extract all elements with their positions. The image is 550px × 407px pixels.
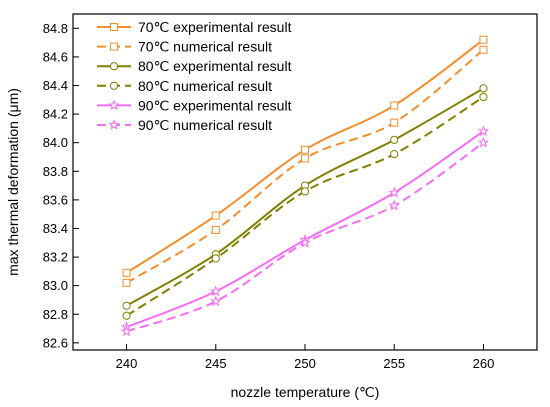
legend-swatch-marker (109, 62, 119, 71)
data-point (122, 268, 131, 277)
data-point (479, 84, 488, 93)
data-point (300, 187, 310, 196)
x-tick-label: 245 (205, 356, 227, 371)
legend-entry: 90℃ experimental result (97, 97, 292, 113)
data-point (301, 154, 309, 163)
data-point (477, 136, 490, 148)
data-point (211, 254, 220, 263)
data-point (388, 199, 400, 211)
y-tick-label: 84.6 (43, 49, 68, 64)
data-point (209, 295, 222, 307)
data-point (299, 236, 311, 248)
legend-label: 70℃ experimental result (138, 19, 292, 35)
legend-label: 90℃ experimental result (138, 97, 292, 113)
legend-swatch-marker (109, 81, 119, 90)
y-tick-label: 83.6 (43, 192, 68, 207)
x-tick-label: 255 (383, 356, 405, 371)
series-layer (120, 35, 490, 337)
y-tick-label: 84.2 (43, 107, 68, 122)
data-point (388, 186, 401, 198)
x-axis-title: nozzle temperature (℃) (231, 384, 380, 400)
legend-swatch-marker (110, 23, 118, 31)
data-point (301, 145, 309, 154)
data-point (479, 35, 488, 44)
legend: 70℃ experimental result 70℃ numerical res… (97, 19, 292, 133)
x-axis-ticks: 240 245 250 255 260 (116, 344, 495, 371)
series-2 (122, 84, 488, 310)
data-point (122, 278, 131, 287)
x-tick-label: 250 (294, 356, 316, 371)
y-tick-label: 84.8 (43, 21, 68, 36)
data-point (122, 301, 131, 310)
data-point (479, 92, 488, 102)
data-point (479, 45, 488, 54)
data-point (210, 285, 222, 297)
legend-entry: 70℃ numerical result (97, 39, 272, 55)
data-point (120, 325, 133, 337)
data-point (122, 311, 131, 320)
data-point (211, 225, 220, 234)
series-5 (120, 136, 490, 337)
x-tick-label: 260 (473, 356, 495, 371)
data-point (390, 118, 399, 127)
legend-label: 90℃ numerical result (138, 117, 272, 133)
legend-label: 80℃ numerical result (138, 78, 272, 94)
legend-entry: 80℃ experimental result (97, 58, 292, 74)
y-tick-label: 83.2 (43, 250, 68, 265)
data-point (390, 135, 399, 144)
data-point (390, 150, 399, 159)
y-axis-title: max thermal deformation (μm) (5, 88, 21, 276)
series-0 (122, 35, 488, 277)
legend-label: 70℃ numerical result (138, 39, 272, 55)
legend-entry: 80℃ numerical result (97, 78, 272, 94)
legend-swatch-marker (110, 42, 118, 51)
y-tick-label: 82.6 (43, 335, 68, 350)
x-tick-label: 240 (116, 356, 138, 371)
y-tick-label: 83.4 (43, 221, 68, 236)
legend-entry: 70℃ experimental result (97, 19, 292, 35)
series-3 (122, 92, 488, 320)
data-point (390, 101, 399, 110)
y-axis-ticks: 82.6 82.8 83.0 83.2 83.4 83.6 83.8 84.0 84.2 84.4… (43, 21, 79, 350)
y-tick-label: 83.0 (43, 278, 68, 293)
legend-label: 80℃ experimental result (138, 58, 292, 74)
y-tick-label: 84.4 (43, 78, 68, 93)
y-tick-label: 83.8 (43, 164, 68, 179)
data-point (211, 211, 220, 220)
series-1 (122, 45, 488, 287)
data-point (477, 125, 490, 137)
y-tick-label: 82.8 (43, 307, 68, 322)
legend-swatch-marker (108, 99, 120, 111)
legend-swatch-marker (108, 118, 120, 130)
y-tick-label: 84.0 (43, 135, 68, 150)
legend-entry: 90℃ numerical result (97, 117, 272, 133)
